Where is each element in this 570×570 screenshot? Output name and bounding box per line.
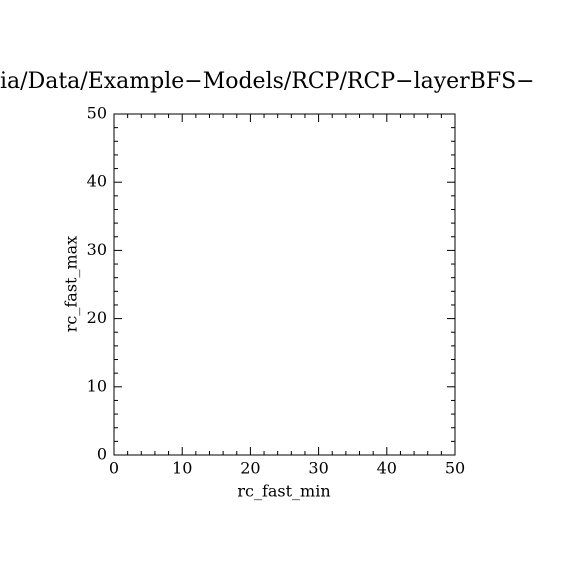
x-tick-label: 40	[377, 459, 397, 478]
y-tick-label: 10	[87, 376, 107, 395]
x-axis-label: rc_fast_min	[237, 482, 330, 501]
y-tick-label: 0	[97, 445, 107, 464]
x-tick-label: 0	[109, 459, 119, 478]
y-tick-label: 50	[87, 104, 107, 123]
y-tick-label: 40	[87, 172, 107, 191]
plot-frame	[113, 113, 456, 456]
x-tick-label: 30	[308, 459, 328, 478]
y-tick-label: 30	[87, 240, 107, 259]
y-axis-label: rc_fast_max	[62, 236, 81, 332]
x-tick-label: 20	[240, 459, 260, 478]
chart-title: ia/Data/Example−Models/RCP/RCP−layerBFS−	[0, 69, 535, 94]
x-tick-label: 10	[172, 459, 192, 478]
x-tick-label: 50	[445, 459, 465, 478]
y-tick-label: 20	[87, 308, 107, 327]
